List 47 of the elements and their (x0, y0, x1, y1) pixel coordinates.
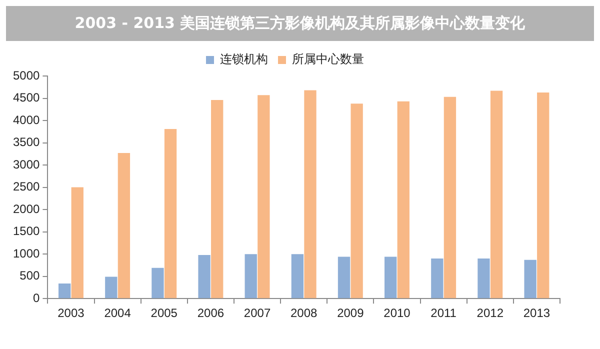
bar (350, 104, 363, 298)
bar (211, 100, 224, 298)
x-tick-label: 2009 (337, 306, 364, 320)
x-tick-label: 2011 (430, 306, 457, 320)
y-tick-label: 3000 (12, 157, 40, 172)
bar (431, 258, 444, 298)
x-tick-label: 2010 (384, 306, 411, 320)
y-tick-label: 1500 (12, 224, 40, 238)
x-tick-label: 2003 (58, 306, 85, 320)
y-tick-label: 0 (33, 290, 40, 305)
x-tick-label: 2013 (523, 306, 550, 320)
x-tick-label: 2012 (476, 306, 504, 320)
bar (338, 256, 350, 298)
bar (118, 153, 130, 298)
x-tick-label: 2006 (197, 306, 224, 320)
y-tick-label: 1000 (12, 246, 40, 260)
bar (164, 128, 177, 298)
bar (478, 258, 490, 298)
x-tick-label: 2005 (150, 306, 178, 320)
legend-label: 连锁机构 (220, 52, 268, 66)
bar (58, 283, 71, 298)
chart-title: 2003 - 2013 美国连锁第三方影像机构及其所属影像中心数量变化 (6, 6, 594, 41)
bar (537, 92, 550, 298)
bar (524, 260, 536, 298)
bar (384, 256, 397, 298)
y-tick-label: 3500 (12, 135, 40, 150)
bar (304, 90, 316, 298)
bar (444, 96, 456, 298)
bar (397, 101, 410, 298)
x-tick-label: 2007 (244, 306, 271, 320)
bar (71, 187, 84, 298)
y-tick-label: 2000 (12, 202, 40, 216)
x-tick-label: 2008 (290, 306, 318, 320)
legend-label: 所属中心数量 (292, 52, 364, 66)
y-tick-label: 2500 (12, 180, 40, 194)
bar (490, 90, 503, 298)
y-tick-label: 4500 (12, 90, 40, 105)
bar (105, 276, 118, 298)
bar (258, 95, 270, 298)
x-tick-label: 2004 (104, 306, 132, 320)
bar (198, 254, 210, 298)
bar (152, 268, 164, 298)
y-tick-label: 500 (20, 268, 40, 283)
y-tick-label: 4000 (12, 112, 40, 127)
bar (244, 254, 257, 298)
y-tick-label: 5000 (12, 68, 40, 82)
bar (291, 254, 304, 298)
